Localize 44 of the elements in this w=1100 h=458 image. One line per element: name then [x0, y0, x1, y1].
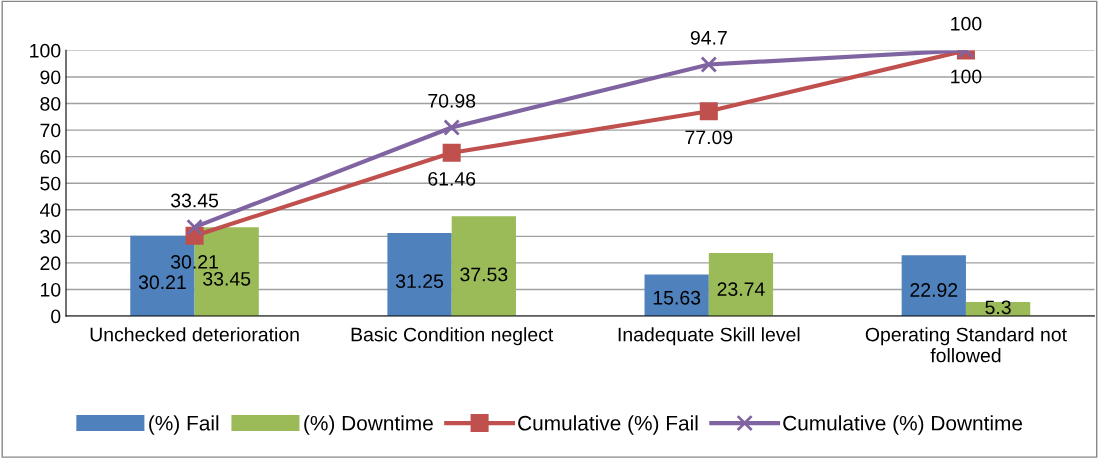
y-tick-label: 40 — [39, 203, 61, 217]
legend-label: Cumulative (%) Downtime — [783, 415, 1023, 435]
data-label: 94.7 — [690, 30, 727, 45]
data-label: 33.45 — [170, 193, 219, 208]
data-label: 100 — [951, 16, 982, 31]
legend-label: (%) Downtime — [304, 415, 433, 435]
point — [699, 102, 718, 121]
point — [700, 56, 718, 73]
bar — [451, 216, 516, 317]
y-tick-label: 10 — [41, 282, 61, 297]
y-tick-label: 50 — [40, 176, 61, 191]
x-tick-label: Operating Standard not followed — [865, 327, 1067, 363]
data-label: 15.63 — [653, 290, 701, 305]
data-label: 23.74 — [717, 282, 765, 297]
bar — [901, 255, 966, 317]
data-label: 5.3 — [985, 300, 1011, 315]
y-tick-label: 30 — [40, 229, 61, 244]
data-label: 37.53 — [460, 267, 508, 282]
data-label: 70.98 — [428, 93, 476, 108]
bar — [387, 233, 452, 317]
y-tick-label: 60 — [40, 150, 61, 164]
y-tick-label: 0 — [51, 309, 61, 324]
x-tick-label: Inadequate Skill level — [618, 327, 800, 346]
x-tick-label: Basic Condition neglect — [351, 327, 554, 346]
y-tick-label: 70 — [40, 123, 61, 138]
data-label: 22.92 — [910, 283, 958, 297]
data-label: 100 — [951, 69, 982, 84]
x-tick-label: Unchecked deterioration — [90, 327, 299, 342]
data-label: 61.46 — [428, 171, 476, 186]
point — [186, 218, 203, 236]
legend-label: Cumulative (%) Fail — [518, 415, 698, 435]
data-label: 30.21 — [170, 255, 218, 269]
y-tick-label: 100 — [30, 43, 61, 58]
point — [442, 143, 461, 162]
legend-label: (%) Fail — [149, 415, 219, 435]
y-tick-label: 20 — [40, 256, 61, 271]
y-tick-label: 90 — [40, 70, 61, 85]
y-tick-label: 80 — [40, 96, 61, 111]
data-label: 30.21 — [138, 275, 186, 290]
point — [443, 119, 461, 136]
data-label: 77.09 — [685, 130, 733, 145]
bar — [708, 252, 774, 317]
data-label: 33.45 — [203, 271, 251, 286]
data-label: 31.25 — [395, 274, 444, 289]
